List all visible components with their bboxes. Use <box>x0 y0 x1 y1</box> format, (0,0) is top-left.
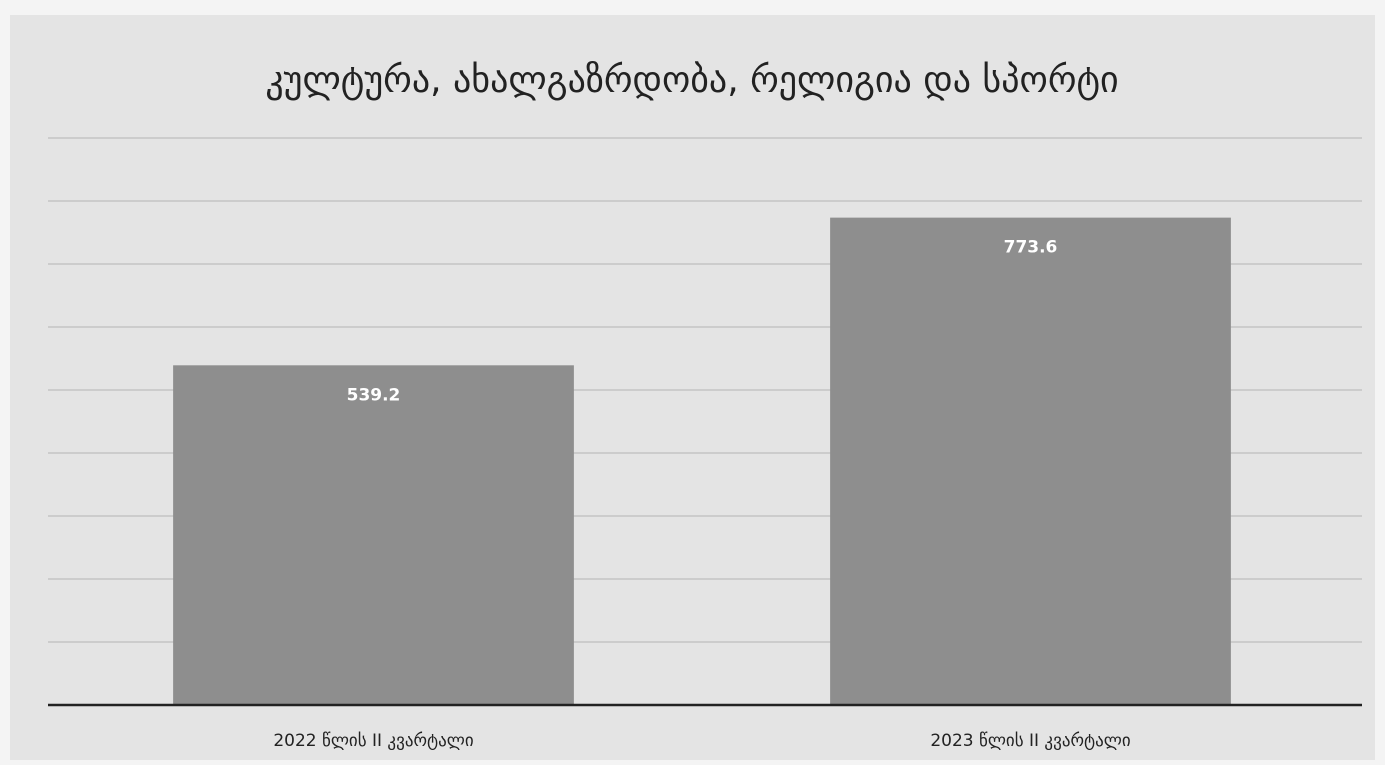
data-label: 539.2 <box>347 385 401 405</box>
chart-title: კულტურა, ახალგაზრდობა, რელიგია და სპორტი <box>265 60 1118 101</box>
bar <box>830 217 1231 705</box>
data-label: 773.6 <box>1004 238 1058 258</box>
bar <box>173 365 574 705</box>
x-tick-label: 2022 წლის II კვარტალი <box>273 731 473 751</box>
x-tick-label: 2023 წლის II კვარტალი <box>930 731 1130 751</box>
